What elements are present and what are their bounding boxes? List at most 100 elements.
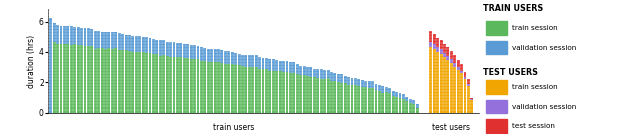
Bar [433, 44, 436, 49]
Bar [179, 43, 182, 57]
Bar [450, 59, 452, 63]
Bar [169, 42, 172, 57]
Bar [436, 47, 439, 52]
Bar [67, 26, 69, 44]
Bar [90, 29, 93, 46]
Bar [364, 87, 367, 113]
Bar [278, 61, 282, 71]
Bar [354, 85, 357, 113]
Bar [310, 67, 312, 77]
Bar [80, 28, 83, 45]
Bar [282, 72, 285, 113]
Bar [409, 103, 412, 113]
Bar [217, 62, 220, 113]
Bar [326, 78, 330, 113]
Bar [173, 57, 175, 113]
Bar [118, 49, 121, 113]
Bar [108, 48, 110, 113]
Bar [296, 64, 299, 75]
Bar [409, 99, 412, 103]
Bar [323, 70, 326, 79]
Bar [227, 64, 230, 113]
Bar [354, 78, 357, 85]
Bar [237, 65, 241, 113]
Bar [337, 74, 340, 82]
Bar [111, 32, 114, 49]
Bar [347, 85, 350, 113]
Bar [186, 44, 189, 58]
Bar [388, 88, 391, 93]
Bar [415, 108, 419, 113]
Bar [214, 49, 216, 62]
Bar [292, 62, 295, 73]
Bar [340, 75, 343, 83]
Bar [56, 25, 59, 44]
Bar [306, 67, 309, 76]
Bar [347, 77, 350, 85]
Bar [272, 59, 275, 71]
Bar [316, 69, 319, 78]
Bar [429, 31, 432, 42]
Bar [183, 44, 186, 58]
Text: train session: train session [512, 84, 557, 90]
Bar [399, 93, 401, 98]
Bar [326, 70, 330, 78]
Bar [453, 66, 456, 113]
Bar [275, 71, 278, 113]
Bar [163, 40, 165, 55]
Bar [73, 27, 76, 44]
Bar [49, 18, 52, 113]
Bar [374, 90, 378, 113]
Bar [186, 58, 189, 113]
Bar [210, 62, 213, 113]
Bar [258, 57, 261, 69]
Bar [204, 48, 206, 61]
Bar [337, 82, 340, 113]
Bar [163, 55, 165, 113]
Bar [429, 42, 432, 47]
Bar [450, 63, 452, 113]
Bar [296, 75, 299, 113]
Bar [364, 81, 367, 87]
Bar [97, 48, 100, 113]
Bar [200, 47, 203, 61]
Bar [52, 23, 56, 42]
Bar [443, 53, 446, 57]
Text: validation session: validation session [512, 104, 576, 109]
Bar [289, 62, 292, 73]
Bar [470, 100, 474, 113]
Bar [388, 93, 391, 113]
Bar [378, 85, 381, 91]
Bar [300, 66, 302, 75]
Bar [470, 98, 474, 99]
Bar [231, 64, 234, 113]
Bar [111, 49, 114, 113]
Bar [217, 49, 220, 62]
Bar [138, 52, 141, 113]
Bar [145, 37, 148, 53]
Bar [412, 100, 415, 104]
Text: TEST USERS: TEST USERS [483, 68, 538, 77]
Bar [152, 54, 155, 113]
Bar [125, 35, 127, 50]
Bar [433, 34, 436, 44]
Bar [300, 75, 302, 113]
Bar [224, 51, 227, 64]
Bar [447, 47, 449, 56]
Bar [255, 67, 258, 113]
Bar [166, 42, 168, 56]
Bar [303, 75, 305, 113]
Bar [381, 86, 384, 93]
Bar [104, 49, 107, 113]
Text: train users: train users [213, 123, 255, 132]
Bar [237, 53, 241, 65]
Bar [463, 72, 467, 77]
Bar [357, 79, 360, 86]
Bar [125, 50, 127, 113]
Bar [207, 49, 210, 62]
Bar [429, 47, 432, 113]
Bar [351, 85, 353, 113]
Bar [436, 38, 439, 47]
Bar [463, 77, 467, 79]
Bar [467, 86, 470, 113]
